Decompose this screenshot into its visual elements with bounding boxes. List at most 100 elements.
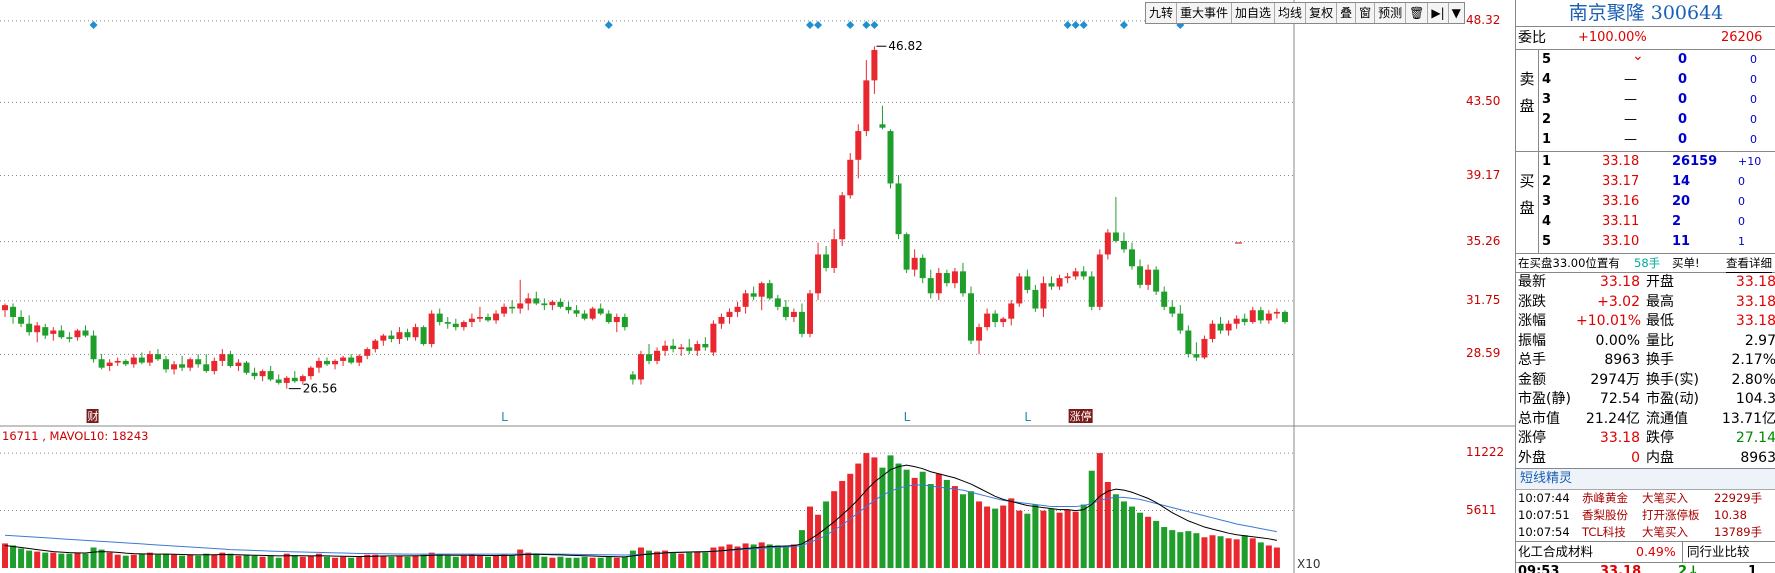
- quote-row: 振幅 0.00% 量比 2.97: [1516, 332, 1775, 352]
- candle-body: [235, 362, 242, 366]
- buy-row[interactable]: 3 33.16 20 0: [1540, 192, 1775, 212]
- toolbar-item-0[interactable]: 九转: [1146, 3, 1178, 23]
- event-marker-icon[interactable]: [1119, 21, 1128, 29]
- event-marker-icon[interactable]: [1071, 21, 1080, 29]
- stock-title[interactable]: 南京聚隆 300644: [1516, 0, 1775, 27]
- sell-row[interactable]: 5 0 0 ⌄: [1540, 48, 1775, 70]
- tick-count: 1: [1748, 564, 1758, 573]
- bottom-marker-box[interactable]: [86, 409, 99, 423]
- sell-row[interactable]: 4 — 0 0: [1540, 70, 1775, 90]
- volume-bar: [1096, 453, 1103, 568]
- volume-bar: [243, 554, 250, 568]
- quote-label: 开盘: [1646, 274, 1674, 290]
- candle-body: [66, 337, 73, 339]
- toolbar-item-1[interactable]: 重大事件: [1177, 3, 1233, 23]
- sprite-title[interactable]: 短线精灵: [1516, 469, 1775, 490]
- candle-body: [831, 239, 838, 268]
- level: 4: [1542, 214, 1552, 229]
- toolbar-item-5[interactable]: 叠: [1337, 3, 1357, 23]
- kline-chart[interactable]: 46.82 26.56 财 L L L 涨停 16711 , MAVOL10: 18243…: [0, 0, 1515, 573]
- sell-row[interactable]: 2 — 0 0: [1540, 110, 1775, 130]
- toolbar-item-2[interactable]: 加自选: [1232, 3, 1276, 23]
- event-marker-icon[interactable]: [870, 21, 879, 29]
- volume-legend: 16711 , MAVOL10: 18243: [2, 429, 148, 443]
- bottom-marker-label[interactable]: 涨停: [1070, 409, 1092, 423]
- candle-body: [444, 322, 451, 324]
- candle-body: [976, 327, 983, 341]
- event-marker-icon[interactable]: [846, 21, 855, 29]
- event-marker-icon[interactable]: [89, 21, 98, 29]
- candle-body: [1209, 323, 1216, 339]
- candle-body: [984, 313, 991, 328]
- candle-body: [146, 354, 153, 363]
- toolbar-item-3[interactable]: 均线: [1275, 3, 1307, 23]
- toolbar-item-4[interactable]: 复权: [1306, 3, 1338, 23]
- buy-row[interactable]: 1 33.18 26159 +10: [1540, 152, 1775, 172]
- quote-label: 外盘: [1518, 449, 1546, 466]
- volume-bar: [211, 554, 218, 568]
- alert-stock-name[interactable]: 香梨股份: [1582, 508, 1628, 522]
- alert-value: 10.38: [1714, 508, 1747, 522]
- volume-bar: [847, 473, 854, 568]
- buy-row[interactable]: 4 33.11 2 0: [1540, 212, 1775, 232]
- candle-body: [42, 327, 49, 336]
- toolbar-item-8[interactable]: 🗑: [1406, 3, 1429, 23]
- candle-body: [396, 332, 403, 339]
- volume-bar: [879, 467, 886, 568]
- sprite-alert-row[interactable]: 10:07:44 赤峰黄金 大笔买入 22929手: [1516, 490, 1775, 507]
- candle-body: [654, 350, 661, 361]
- volume-bar: [686, 552, 693, 568]
- view-detail-link[interactable]: 查看详细: [1726, 254, 1772, 273]
- candle-body: [1225, 323, 1232, 331]
- volume: 0: [1678, 52, 1688, 67]
- chevron-down-icon[interactable]: ⌄: [1632, 48, 1644, 64]
- volume-bar: [1249, 538, 1256, 568]
- event-marker-icon[interactable]: [604, 21, 613, 29]
- event-marker-icon[interactable]: [814, 21, 823, 29]
- volume-bar: [291, 555, 298, 568]
- bottom-marker-label[interactable]: 财: [88, 409, 99, 423]
- order-info-tag: 买单!: [1672, 256, 1700, 270]
- bottom-marker-label[interactable]: L: [1024, 410, 1031, 424]
- event-marker-icon[interactable]: [806, 21, 814, 29]
- industry-name[interactable]: 化工合成材料: [1518, 544, 1594, 559]
- candle-body: [324, 360, 330, 365]
- volume-bar: [171, 554, 178, 568]
- toolbar-item-10[interactable]: ▼: [1451, 6, 1461, 20]
- candle-body: [782, 306, 789, 317]
- bottom-markers[interactable]: 财 L L L 涨停: [86, 409, 1093, 424]
- buy-row[interactable]: 5 33.10 11 1: [1540, 232, 1775, 252]
- order-info-bar: 在买盘33.00位置有 58手 买单! 查看详细: [1516, 254, 1775, 273]
- level: 5: [1542, 234, 1552, 249]
- volume-bar: [646, 550, 652, 568]
- volume-ma-lines: [4, 464, 1277, 558]
- event-marker-icon[interactable]: [1079, 21, 1088, 29]
- buy-row[interactable]: 2 33.17 14 0: [1540, 172, 1775, 192]
- price: —: [1624, 92, 1637, 107]
- toolbar-item-9[interactable]: ▶|: [1428, 3, 1449, 23]
- toolbar-item-6[interactable]: 窗: [1356, 3, 1376, 23]
- sell-row[interactable]: 1 — 0 0: [1540, 130, 1775, 150]
- high-label: 46.82: [888, 39, 922, 53]
- sprite-alert-row[interactable]: 10:07:54 TCL科技 大笔买入 13789手: [1516, 524, 1775, 541]
- volume-bar: [1153, 520, 1160, 568]
- bottom-marker-box[interactable]: [1068, 409, 1093, 423]
- event-marker-icon[interactable]: [862, 21, 871, 29]
- event-markers[interactable]: [89, 21, 1185, 29]
- industry-compare-button[interactable]: 同行业比较: [1682, 542, 1750, 562]
- sell-row[interactable]: 3 — 0 0: [1540, 90, 1775, 110]
- volume-bar: [58, 553, 65, 568]
- sprite-alert-row[interactable]: 10:07:51 香梨股份 打开涨停板 10.38: [1516, 507, 1775, 524]
- toolbar-item-7[interactable]: 预测: [1375, 3, 1407, 23]
- alert-stock-name[interactable]: 赤峰黄金: [1582, 491, 1628, 505]
- volume-bar: [533, 554, 540, 568]
- candle-body: [380, 335, 387, 341]
- candle-body: [774, 298, 781, 307]
- event-marker-icon[interactable]: [1063, 21, 1072, 29]
- candle-body: [968, 293, 974, 341]
- candle-body: [1120, 240, 1127, 250]
- alert-stock-name[interactable]: TCL科技: [1582, 525, 1626, 539]
- bottom-marker-label[interactable]: L: [904, 410, 911, 424]
- candle-body: [1072, 271, 1079, 277]
- bottom-marker-label[interactable]: L: [501, 410, 508, 424]
